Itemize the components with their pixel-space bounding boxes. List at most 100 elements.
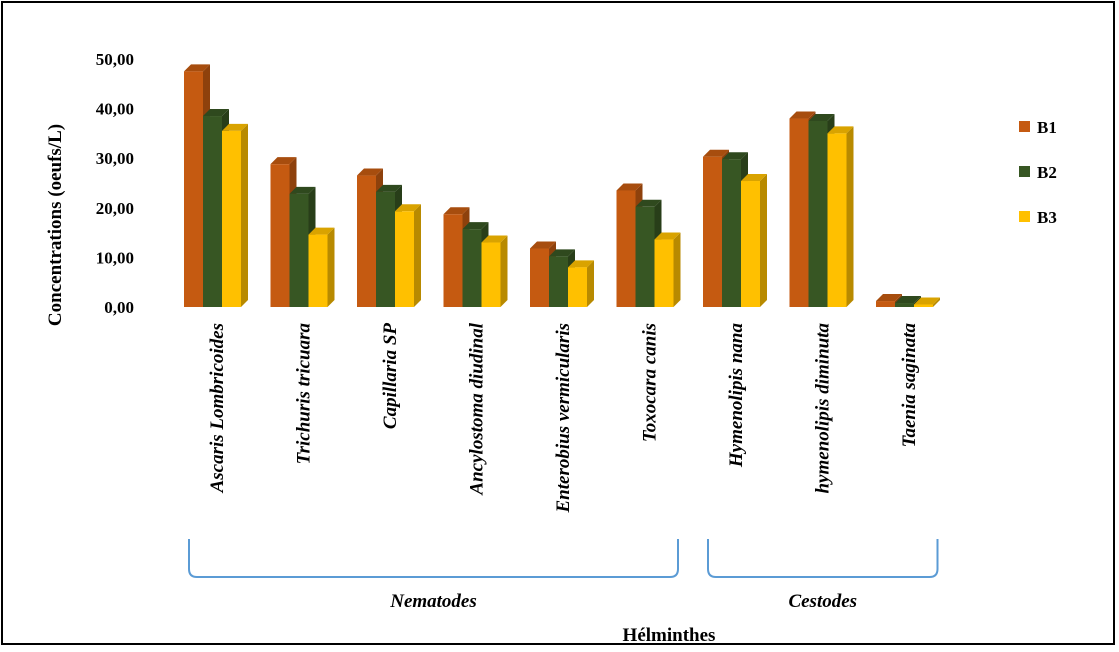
bar-front bbox=[481, 242, 501, 307]
bar-front bbox=[443, 214, 463, 307]
bar-b3 bbox=[568, 260, 594, 307]
bar-b3 bbox=[395, 204, 421, 307]
y-tick-label: 10,00 bbox=[96, 248, 134, 267]
bar-top bbox=[827, 126, 854, 134]
bar-top bbox=[203, 109, 229, 117]
bar-top bbox=[289, 186, 316, 194]
x-tick-label: Enterobius vermicularis bbox=[553, 323, 574, 514]
group-label: Cestodes bbox=[788, 591, 857, 612]
bar-front bbox=[616, 190, 636, 307]
legend-label: B2 bbox=[1037, 163, 1057, 182]
bar-front bbox=[203, 116, 222, 307]
bar-top bbox=[270, 157, 297, 165]
bar-top bbox=[635, 199, 662, 207]
legend-swatch-b1 bbox=[1019, 121, 1030, 132]
y-tick-label: 20,00 bbox=[96, 199, 134, 218]
bar-top bbox=[357, 168, 383, 176]
y-tick-label: 50,00 bbox=[96, 50, 134, 69]
bar-front bbox=[395, 211, 414, 307]
legend-swatch-b2 bbox=[1019, 166, 1030, 177]
bar-b3 bbox=[654, 232, 681, 307]
bar-front bbox=[549, 256, 568, 307]
bar-top bbox=[376, 184, 402, 192]
bar-front bbox=[530, 248, 549, 307]
bar-top bbox=[914, 297, 940, 305]
bar-b3 bbox=[308, 227, 335, 307]
bar-b3 bbox=[741, 174, 767, 307]
bar-front bbox=[827, 133, 847, 307]
bar-b3 bbox=[827, 126, 854, 308]
bar-top bbox=[530, 241, 556, 249]
legend-label: B3 bbox=[1037, 208, 1057, 227]
category-group-brackets: Nematodes Cestodes bbox=[188, 539, 939, 612]
bar-front bbox=[789, 118, 809, 308]
bar-series bbox=[184, 64, 940, 308]
x-tick-label: Capillaria SP bbox=[380, 323, 401, 429]
bar-b3 bbox=[914, 297, 940, 307]
y-tick-label: 40,00 bbox=[96, 100, 134, 119]
x-tick-label: Ancylostoma diudinal bbox=[467, 322, 488, 495]
bar-top bbox=[895, 296, 921, 304]
x-tick-label: Taenia saginata bbox=[899, 323, 920, 448]
bar-front bbox=[741, 181, 760, 307]
bar-side bbox=[414, 204, 421, 307]
bar-b3 bbox=[222, 123, 248, 307]
bar-side bbox=[327, 227, 335, 307]
bar-side bbox=[673, 232, 681, 307]
y-axis-title: Concentrations (oeufs/L) bbox=[45, 124, 66, 326]
bar-top bbox=[443, 207, 470, 215]
bar-front bbox=[357, 175, 376, 307]
bar-top bbox=[222, 123, 248, 131]
x-tick-label: Toxocara canis bbox=[640, 323, 661, 442]
bar-front bbox=[635, 206, 655, 307]
bar-top bbox=[184, 64, 210, 72]
bar-front bbox=[462, 229, 482, 307]
bar-front bbox=[270, 164, 290, 307]
group-bracket bbox=[707, 539, 939, 578]
bar-front bbox=[703, 156, 722, 307]
bar-side bbox=[241, 123, 248, 307]
bar-top bbox=[741, 174, 767, 182]
bar-top bbox=[549, 249, 575, 257]
bar-top bbox=[703, 149, 729, 157]
bar-front bbox=[222, 130, 241, 307]
bar-side bbox=[846, 126, 854, 308]
bar-front bbox=[914, 304, 933, 307]
x-tick-label: Trichuris tricuara bbox=[294, 323, 315, 465]
bar-front bbox=[308, 234, 328, 307]
bar-side bbox=[500, 235, 508, 307]
y-tick-label: 30,00 bbox=[96, 149, 134, 168]
legend-swatch-b3 bbox=[1019, 211, 1030, 222]
x-axis-title: Hélminthes bbox=[623, 625, 716, 646]
legend-label: B1 bbox=[1037, 118, 1057, 137]
bar-top bbox=[876, 294, 902, 302]
group-label: Nematodes bbox=[389, 591, 477, 612]
x-axis-tick-labels: Ascaris Lombricoides Trichuris tricuara Ca… bbox=[207, 322, 920, 513]
bar-front bbox=[876, 301, 895, 307]
bar-top bbox=[462, 222, 489, 230]
bar-front bbox=[376, 191, 395, 307]
bar-top bbox=[395, 204, 421, 212]
bar-side bbox=[587, 260, 594, 307]
x-tick-label: hymenolipis diminuta bbox=[813, 323, 834, 494]
bar-top bbox=[808, 114, 835, 121]
bar-top bbox=[616, 183, 643, 191]
y-axis-ticks: 0,00 10,00 20,00 30,00 40,00 50,00 bbox=[96, 50, 134, 317]
bar-top bbox=[654, 232, 681, 240]
x-tick-label: Ascaris Lombricoides bbox=[207, 323, 228, 493]
bar-front bbox=[289, 193, 309, 307]
bar-b3 bbox=[481, 235, 508, 307]
bar-front bbox=[722, 159, 741, 307]
bar-side bbox=[760, 174, 767, 307]
bar-top bbox=[789, 111, 816, 119]
bar-front bbox=[184, 71, 203, 308]
legend: B1 B2 B3 bbox=[1019, 118, 1057, 227]
bar-chart: 0,00 10,00 20,00 30,00 40,00 50,00 Ascaris Lo… bbox=[45, 50, 1057, 646]
bar-top bbox=[481, 235, 508, 243]
bar-front bbox=[895, 303, 914, 307]
bar-front bbox=[808, 121, 828, 307]
bar-side bbox=[933, 297, 940, 307]
bar-top bbox=[722, 152, 748, 160]
bar-front bbox=[568, 267, 587, 307]
bar-front bbox=[654, 239, 674, 307]
